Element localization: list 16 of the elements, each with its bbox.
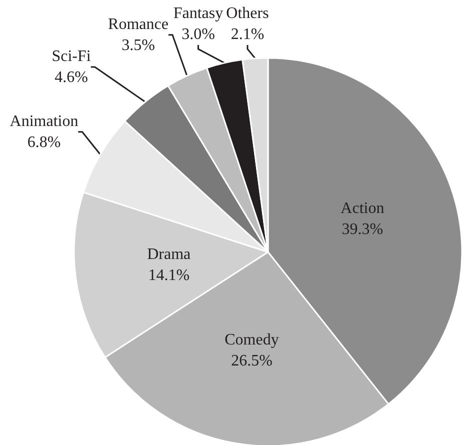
slice-label: Drama [147, 246, 191, 264]
data-label: 3.5% [122, 36, 155, 54]
data-label: 3.0% [182, 26, 215, 43]
data-label: 2.1% [230, 26, 264, 43]
slice-label: Sci-Fi [52, 48, 92, 65]
data-label: 4.6% [54, 68, 88, 86]
slice-label: Comedy [224, 332, 279, 349]
slice-label: Animation [10, 112, 78, 130]
slice-label: Fantasy [173, 5, 224, 22]
data-label: 26.5% [231, 352, 272, 370]
data-label: 39.3% [342, 221, 384, 238]
slice-label: Action [340, 200, 384, 218]
slice-label: Others [226, 5, 269, 22]
data-label: 14.1% [148, 267, 190, 284]
slice-label: Romance [108, 16, 168, 33]
data-label: 6.8% [27, 134, 61, 151]
